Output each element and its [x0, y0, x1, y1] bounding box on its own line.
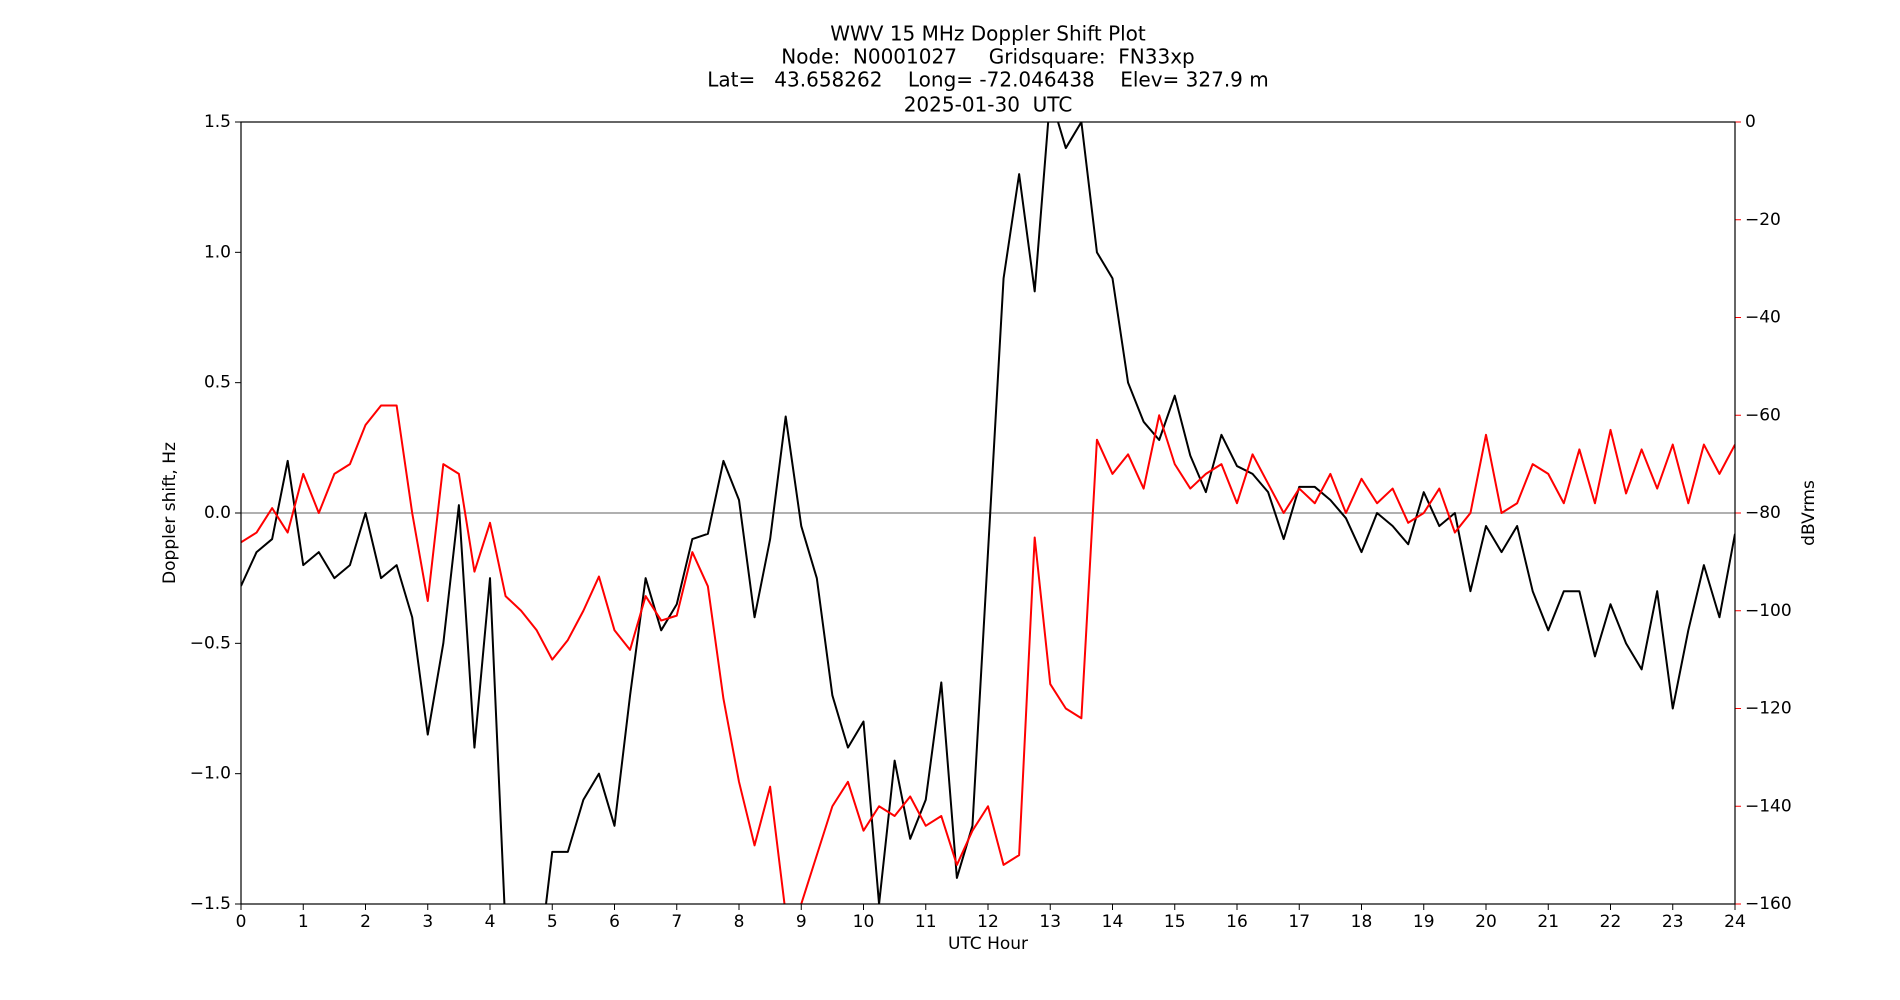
x-tick-label: 11: [915, 912, 937, 932]
y-tick-label: 0.0: [204, 503, 231, 523]
series-line: [241, 122, 1735, 904]
chart-subtitle: Node: N0001027 Gridsquare: FN33xp: [781, 45, 1194, 69]
x-tick-label: 14: [1102, 912, 1124, 932]
x-tick-label: 4: [485, 912, 496, 932]
x-tick-label: 20: [1475, 912, 1497, 932]
plot-frame: [240, 121, 1736, 905]
y2-tick-label: −80: [1745, 503, 1781, 523]
y-tick-label: −1.5: [190, 894, 231, 914]
y2-tick-label: −160: [1745, 894, 1792, 914]
y2-tick-label: −40: [1745, 308, 1781, 328]
chart-title: WWV 15 MHz Doppler Shift Plot: [830, 22, 1146, 46]
x-tick-label: 21: [1537, 912, 1559, 932]
x-tick-label: 16: [1226, 912, 1248, 932]
x-tick-label: 24: [1724, 912, 1746, 932]
y2-tick-label: −120: [1745, 699, 1792, 719]
x-tick-label: 6: [609, 912, 620, 932]
y2-tick-label: −60: [1745, 405, 1781, 425]
x-tick-label: 17: [1288, 912, 1310, 932]
x-tick-label: 23: [1662, 912, 1684, 932]
x-tick-label: 13: [1039, 912, 1061, 932]
y-tick-label: −0.5: [190, 633, 231, 653]
y-tick-label: −1.0: [190, 764, 231, 784]
y2-tick-label: 0: [1745, 112, 1756, 132]
y2-axis-label: dBVrms: [1799, 480, 1819, 546]
series-line: [241, 404, 1735, 904]
x-tick-label: 15: [1164, 912, 1186, 932]
x-tick-label: 22: [1600, 912, 1622, 932]
x-tick-label: 8: [734, 912, 745, 932]
x-tick-label: 10: [853, 912, 875, 932]
y2-tick-label: −140: [1745, 796, 1792, 816]
y-tick-label: 1.0: [204, 242, 231, 262]
x-tick-label: 1: [298, 912, 309, 932]
y-tick-label: 0.5: [204, 373, 231, 393]
y2-tick-label: −20: [1745, 210, 1781, 230]
x-tick-label: 19: [1413, 912, 1435, 932]
y-axis-label: Doppler shift, Hz: [160, 442, 180, 584]
chart-subtitle: Lat= 43.658262 Long= -72.046438 Elev= 32…: [707, 68, 1269, 92]
y2-tick-label: −100: [1745, 601, 1792, 621]
x-tick-label: 7: [671, 912, 682, 932]
x-tick-label: 3: [422, 912, 433, 932]
x-tick-label: 5: [547, 912, 558, 932]
x-tick-label: 18: [1351, 912, 1373, 932]
x-tick-label: 0: [236, 912, 247, 932]
chart-subtitle: 2025-01-30 UTC: [904, 93, 1073, 117]
y-tick-label: 1.5: [204, 112, 231, 132]
x-axis-label: UTC Hour: [948, 934, 1028, 954]
x-tick-label: 9: [796, 912, 807, 932]
x-tick-label: 12: [977, 912, 999, 932]
x-tick-label: 2: [360, 912, 371, 932]
